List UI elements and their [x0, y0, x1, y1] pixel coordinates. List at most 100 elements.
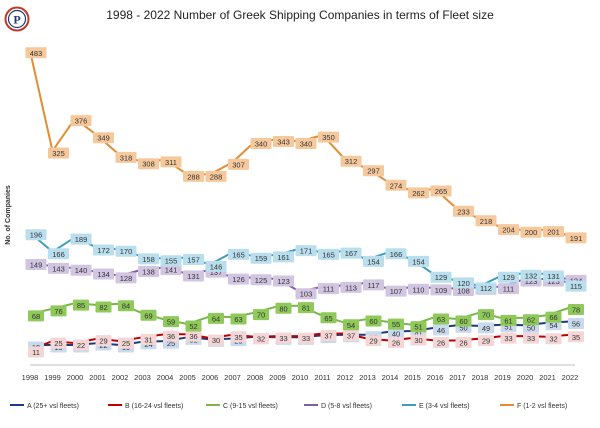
company-logo: P [4, 6, 30, 32]
data-label: 200 [520, 226, 542, 238]
data-label: 128 [115, 272, 137, 284]
data-label: 115 [565, 280, 587, 292]
data-label-box [340, 247, 362, 259]
data-label-box [185, 330, 202, 342]
data-label-text: 29 [99, 337, 107, 346]
data-label-box [298, 332, 314, 344]
data-label-box [185, 320, 202, 332]
data-label-text: 35 [572, 333, 580, 342]
data-label-text: 33 [527, 334, 535, 343]
data-label: 191 [565, 232, 587, 244]
data-label: 131 [183, 270, 204, 282]
data-label-text: 26 [392, 339, 400, 348]
data-label: 11 [28, 346, 44, 358]
data-label: 54 [343, 319, 359, 331]
data-label-text: 154 [412, 257, 425, 266]
x-tick-label: 2013 [359, 373, 376, 382]
data-label-box [50, 337, 67, 349]
data-label-box [365, 335, 382, 347]
data-label-box [160, 156, 182, 168]
x-tick-label: 1999 [44, 373, 61, 382]
data-label-box [25, 259, 47, 271]
data-label: 157 [183, 253, 204, 265]
x-tick-label: 2019 [494, 373, 511, 382]
data-label-box [385, 285, 407, 297]
data-label-box [70, 233, 92, 245]
data-label-box [115, 151, 137, 163]
data-label: 131 [543, 270, 564, 282]
data-label: 62 [523, 314, 539, 326]
data-label-box [228, 273, 249, 285]
data-label-text: 22 [77, 341, 85, 350]
data-label-text: 46 [437, 326, 445, 335]
data-label-box [523, 332, 539, 344]
data-label-box [453, 205, 474, 217]
data-label: 340 [250, 137, 272, 149]
data-label-text: 218 [480, 217, 493, 226]
data-label-box [363, 279, 384, 291]
data-label-text: 25 [54, 339, 62, 348]
x-tick-label: 2011 [314, 373, 330, 382]
data-label-text: 41 [414, 329, 422, 338]
data-label: 31 [140, 333, 157, 345]
data-label-box [455, 315, 472, 327]
data-label-text: 265 [435, 187, 448, 196]
data-label-text: 33 [302, 334, 310, 343]
data-label-text: 78 [572, 306, 580, 315]
data-label-box [93, 132, 114, 144]
data-label-text: 115 [570, 282, 582, 291]
data-label-text: 36 [167, 332, 175, 341]
data-label: 117 [363, 279, 384, 291]
chart-title: 1998 - 2022 Number of Greek Shipping Com… [106, 8, 494, 22]
data-label: 308 [138, 158, 159, 170]
x-tick-label: 2017 [449, 373, 466, 382]
data-label-box [500, 314, 517, 326]
data-label-text: 59 [167, 318, 175, 327]
data-label-box [48, 248, 69, 260]
data-label-text: 483 [30, 49, 43, 58]
data-label-box [50, 305, 67, 317]
data-label: 32 [253, 333, 269, 345]
data-label-text: 64 [212, 314, 220, 323]
data-label-box [453, 277, 474, 289]
data-label-text: 311 [165, 158, 177, 167]
data-label-text: 84 [122, 302, 130, 311]
data-label: 29 [478, 335, 494, 347]
data-label: 161 [273, 251, 294, 263]
data-label: 343 [273, 136, 294, 148]
data-label: 201 [543, 226, 564, 238]
data-label: 69 [140, 309, 157, 321]
data-label-text: 49 [482, 324, 490, 333]
data-label: 46 [433, 324, 449, 336]
data-label-box [273, 275, 294, 287]
data-label: 307 [228, 158, 249, 170]
data-label: 63 [230, 313, 247, 325]
data-label-box [498, 224, 519, 236]
data-label-box [253, 333, 269, 345]
data-label: 218 [475, 215, 497, 227]
data-label-box [253, 309, 269, 321]
data-label-text: 141 [165, 266, 178, 275]
x-tick-label: 2005 [179, 373, 196, 382]
legend-label: F (1-2 vsl fleets) [517, 403, 567, 410]
legend-label: B (16-24 vsl fleets) [125, 403, 183, 410]
data-label: 112 [475, 282, 497, 294]
data-label: 123 [273, 275, 294, 287]
data-label-box [475, 282, 497, 294]
data-label-box [320, 330, 337, 342]
data-label-text: 166 [390, 250, 403, 259]
data-label-box [363, 165, 384, 177]
data-label-box [568, 304, 584, 316]
data-label: 141 [160, 264, 182, 276]
x-tick-label: 1998 [22, 373, 39, 382]
data-label-text: 25 [122, 339, 130, 348]
x-tick-label: 2014 [382, 373, 399, 382]
data-label-text: 131 [547, 272, 560, 281]
data-label-text: 70 [482, 311, 490, 320]
data-label-text: 111 [323, 285, 334, 294]
data-label-box [183, 170, 204, 182]
data-label-text: 117 [368, 281, 380, 290]
data-label: 311 [160, 156, 182, 168]
data-label-text: 201 [547, 228, 560, 237]
data-label: 82 [95, 301, 112, 313]
